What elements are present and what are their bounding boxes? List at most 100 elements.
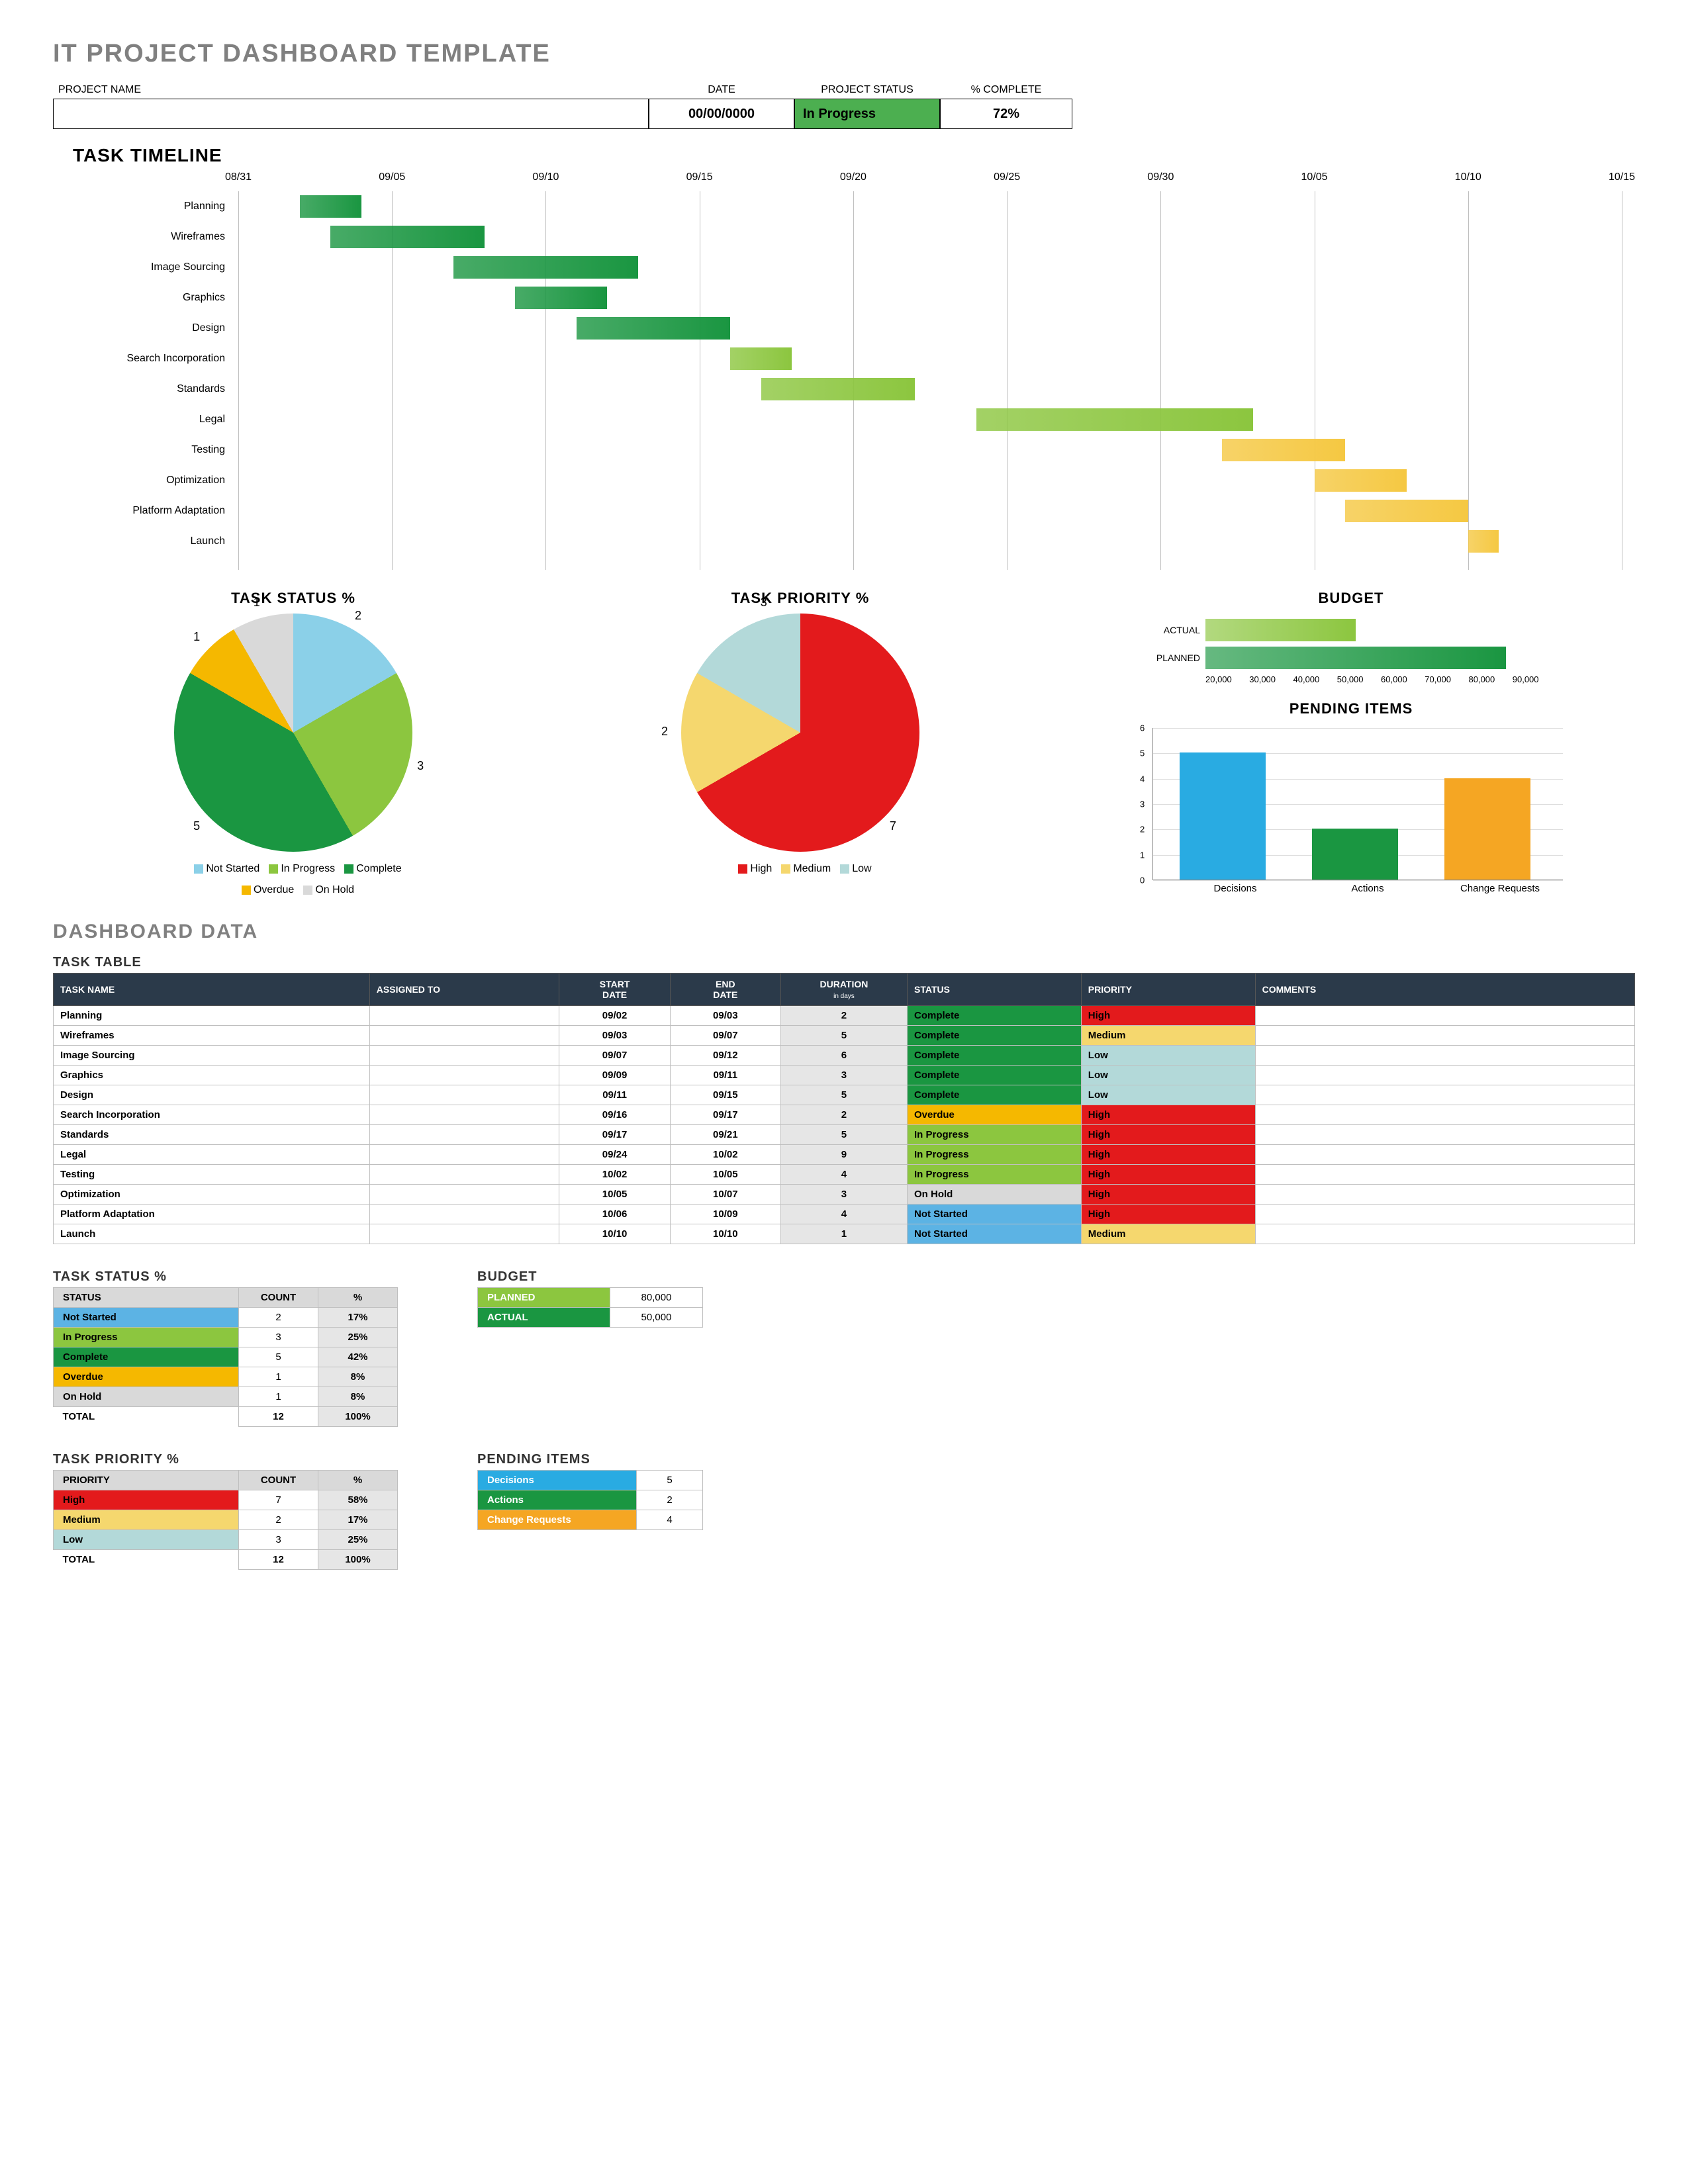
gantt-task-label: Wireframes [53,231,225,243]
pct-label: % COMPLETE [940,81,1072,99]
gantt-task-label: Search Incorporation [53,353,225,365]
pending-y-tick: 1 [1140,850,1145,860]
project-name-input[interactable] [53,99,649,129]
task-th: ASSIGNED TO [369,974,559,1006]
gantt-bar [515,287,607,309]
budget-axis-tick: 30,000 [1249,674,1293,684]
task-row: Image Sourcing09/0709/126CompleteLow [54,1046,1635,1066]
project-header: PROJECT NAME DATE 00/00/0000 PROJECT STA… [53,81,1635,129]
summary-th: % [318,1288,398,1308]
task-table-title: TASK TABLE [53,955,1635,970]
pending-title: PENDING ITEMS [1289,700,1413,717]
pie-value-label: 2 [661,725,668,739]
task-row: Testing10/0210/054In ProgressHigh [54,1165,1635,1185]
summary-row: Medium217% [54,1510,398,1530]
task-th: STARTDATE [559,974,670,1006]
pending-chart: 0123456 [1152,728,1563,880]
status-value[interactable]: In Progress [794,99,940,129]
charts-row: TASK STATUS % 23511 Not StartedIn Progre… [53,583,1635,901]
pending-x-label: Decisions [1179,883,1291,894]
date-value[interactable]: 00/00/0000 [649,99,794,129]
priority-pie: 723 [681,614,919,852]
gantt-task-label: Image Sourcing [53,261,225,273]
budget-summary-title: BUDGET [477,1269,703,1285]
priority-summary-table: PRIORITYCOUNT%High758%Medium217%Low325%T… [53,1470,398,1570]
gantt-bar [1345,500,1468,522]
gantt-bar [730,347,792,370]
budget-chart: ACTUALPLANNED20,00030,00040,00050,00060,… [1146,614,1556,684]
pending-y-tick: 0 [1140,876,1145,886]
summary-row: Decisions5 [478,1471,703,1490]
task-th: TASK NAME [54,974,370,1006]
summary-row: Change Requests4 [478,1510,703,1530]
budget-title: BUDGET [1319,590,1384,607]
budget-axis-tick: 50,000 [1337,674,1381,684]
gantt-chart: 08/3109/0509/1009/1509/2009/2509/3010/05… [53,171,1635,570]
task-row: Wireframes09/0309/075CompleteMedium [54,1026,1635,1046]
gantt-date: 09/20 [840,171,867,183]
budget-summary-table: PLANNED80,000ACTUAL50,000 [477,1287,703,1328]
gantt-date: 10/15 [1609,171,1635,183]
gantt-date: 09/05 [379,171,405,183]
priority-legend: HighMediumLow [729,858,871,880]
pending-x-label: Change Requests [1444,883,1556,894]
gantt-task-label: Standards [53,383,225,395]
summary-row: Actions2 [478,1490,703,1510]
pie-value-label: 3 [417,759,424,773]
gantt-date: 10/05 [1301,171,1328,183]
gantt-bar [1315,469,1407,492]
summary-row: Low325% [54,1530,398,1550]
gantt-date: 09/10 [532,171,559,183]
summary-row: In Progress325% [54,1328,398,1347]
budget-axis-tick: 40,000 [1293,674,1337,684]
status-pie-title: TASK STATUS % [231,590,355,607]
gantt-task-label: Testing [53,444,225,456]
pending-summary-title: PENDING ITEMS [477,1452,703,1467]
summary-row: Overdue18% [54,1367,398,1387]
budget-axis-tick: 80,000 [1469,674,1513,684]
status-label: PROJECT STATUS [794,81,940,99]
task-row: Optimization10/0510/073On HoldHigh [54,1185,1635,1205]
summary-th: % [318,1471,398,1490]
priority-pie-title: TASK PRIORITY % [731,590,870,607]
task-row: Design09/1109/155CompleteLow [54,1085,1635,1105]
gantt-task-label: Platform Adaptation [53,505,225,517]
budget-axis-tick: 70,000 [1425,674,1468,684]
summary-row: Not Started217% [54,1308,398,1328]
summary-row: Complete542% [54,1347,398,1367]
status-pie: 23511 [174,614,412,852]
task-table: TASK NAMEASSIGNED TOSTARTDATEENDDATEDURA… [53,973,1635,1244]
budget-axis-tick: 20,000 [1205,674,1249,684]
pending-y-tick: 2 [1140,825,1145,835]
gantt-bar [1468,530,1499,553]
pending-summary-table: Decisions5Actions2Change Requests4 [477,1470,703,1530]
pct-value: 72% [940,99,1072,129]
pending-y-tick: 4 [1140,774,1145,784]
status-legend: Not StartedIn ProgressCompleteOverdueOn … [185,858,401,901]
task-th: DURATIONin days [780,974,907,1006]
summary-th: COUNT [239,1471,318,1490]
pie-value-label: 7 [890,819,896,833]
gantt-task-label: Launch [53,535,225,547]
pending-y-tick: 3 [1140,799,1145,809]
gantt-date: 09/30 [1147,171,1174,183]
pie-value-label: 1 [193,630,200,644]
pie-value-label: 2 [355,609,361,623]
gantt-bar [761,378,915,400]
pending-bar [1180,752,1266,880]
task-row: Launch10/1010/101Not StartedMedium [54,1224,1635,1244]
task-row: Graphics09/0909/113CompleteLow [54,1066,1635,1085]
gantt-title: TASK TIMELINE [53,145,1635,166]
gantt-bar [453,256,638,279]
status-summary-title: TASK STATUS % [53,1269,398,1285]
budget-bar-label: PLANNED [1146,653,1205,663]
task-row: Legal09/2410/029In ProgressHigh [54,1145,1635,1165]
task-row: Search Incorporation09/1609/172OverdueHi… [54,1105,1635,1125]
summary-row: ACTUAL50,000 [478,1308,703,1328]
pending-bar [1444,778,1530,880]
summary-th: STATUS [54,1288,239,1308]
summary-row: On Hold18% [54,1387,398,1407]
pending-x-label: Actions [1311,883,1424,894]
task-th: STATUS [908,974,1082,1006]
budget-bar [1205,619,1356,641]
